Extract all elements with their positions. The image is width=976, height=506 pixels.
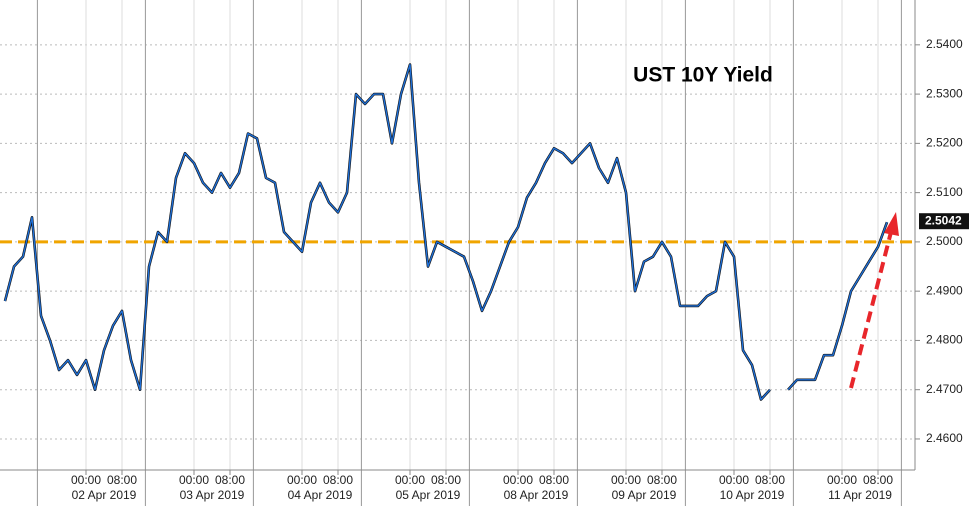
arrow-head bbox=[884, 212, 899, 236]
date-label: 08 Apr 2019 bbox=[504, 488, 569, 502]
x-tick-label: 08:00 bbox=[863, 473, 893, 487]
y-tick-label: 2.5200 bbox=[926, 136, 963, 150]
y-tick-label: 2.4800 bbox=[926, 333, 963, 347]
x-tick-label: 08:00 bbox=[431, 473, 461, 487]
x-tick-label: 08:00 bbox=[647, 473, 677, 487]
y-tick-label: 2.4900 bbox=[926, 283, 963, 297]
last-value-tag bbox=[919, 213, 969, 230]
y-tick-label: 2.5100 bbox=[926, 185, 963, 199]
x-tick-label: 08:00 bbox=[107, 473, 137, 487]
date-label: 02 Apr 2019 bbox=[72, 488, 137, 502]
y-tick-label: 2.4700 bbox=[926, 382, 963, 396]
plot bbox=[0, 63, 915, 401]
y-tick-label: 2.5300 bbox=[926, 86, 963, 100]
date-label: 05 Apr 2019 bbox=[396, 488, 461, 502]
date-label: 03 Apr 2019 bbox=[180, 488, 245, 502]
y-tick-label: 2.4600 bbox=[926, 431, 963, 445]
x-tick-label: 08:00 bbox=[323, 473, 353, 487]
x-tick-label: 00:00 bbox=[179, 473, 209, 487]
yield-line bbox=[4, 63, 888, 401]
y-tick-label: 2.5000 bbox=[926, 234, 963, 248]
x-tick-label: 00:00 bbox=[611, 473, 641, 487]
grid bbox=[0, 0, 915, 506]
last-value-label: 2.5042 bbox=[925, 213, 962, 227]
x-tick-label: 00:00 bbox=[503, 473, 533, 487]
x-tick-label: 00:00 bbox=[71, 473, 101, 487]
date-label: 04 Apr 2019 bbox=[288, 488, 353, 502]
trend-arrow bbox=[849, 212, 899, 389]
x-tick-label: 08:00 bbox=[755, 473, 785, 487]
chart-title: UST 10Y Yield bbox=[633, 64, 773, 87]
x-tick-label: 08:00 bbox=[215, 473, 245, 487]
y-tick-label: 2.5400 bbox=[926, 37, 963, 51]
x-tick-label: 08:00 bbox=[539, 473, 569, 487]
date-label: 09 Apr 2019 bbox=[612, 488, 677, 502]
x-tick-label: 00:00 bbox=[287, 473, 317, 487]
arrow-shaft bbox=[849, 231, 893, 389]
x-tick-label: 00:00 bbox=[395, 473, 425, 487]
x-tick-label: 00:00 bbox=[719, 473, 749, 487]
x-tick-label: 00:00 bbox=[827, 473, 857, 487]
date-label: 11 Apr 2019 bbox=[828, 488, 892, 502]
date-label: 10 Apr 2019 bbox=[720, 488, 785, 502]
